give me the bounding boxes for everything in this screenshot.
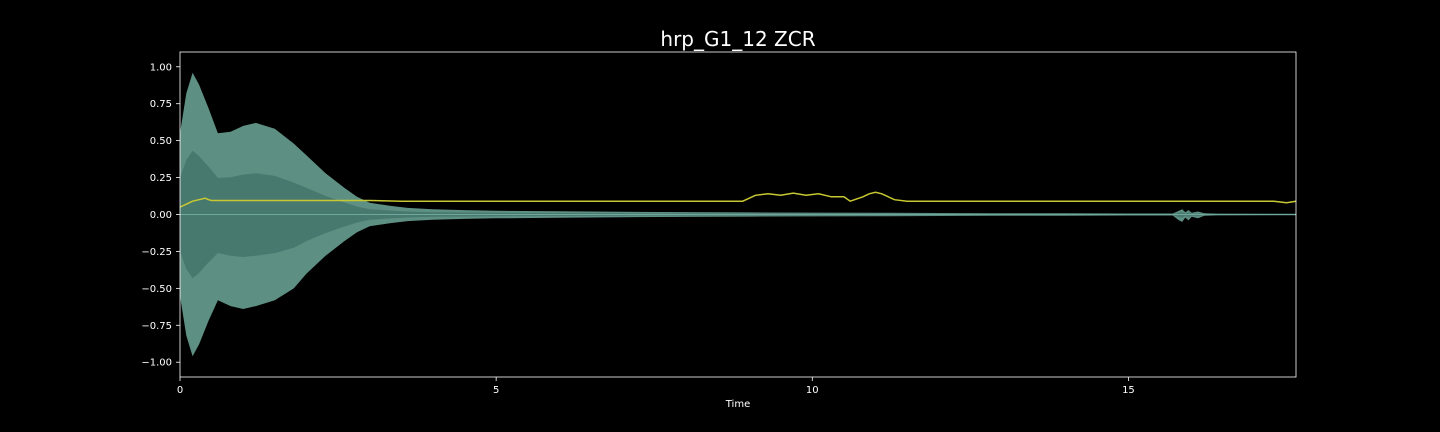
- x-tick-label: 15: [1122, 385, 1135, 396]
- zcr-line: [179, 191, 1297, 208]
- y-tick-label: 1.00: [150, 62, 172, 73]
- y-axis: 1.00 0.75 0.50 0.25 0.00 −0.25 −0.50 −0.75 −1.00: [141, 62, 180, 369]
- y-tick-label: −1.00: [141, 358, 172, 369]
- x-axis: 0 5 10 15: [177, 377, 1135, 396]
- x-tick-label: 5: [493, 385, 499, 396]
- x-tick-label: 10: [806, 385, 819, 396]
- y-tick-label: −0.50: [141, 284, 172, 295]
- chart-title: hrp_G1_12 ZCR: [660, 27, 815, 51]
- y-tick-label: 0.50: [150, 136, 172, 147]
- x-tick-label: 0: [177, 385, 183, 396]
- plot-area: [179, 72, 1297, 357]
- x-axis-label: Time: [725, 399, 750, 410]
- y-tick-label: −0.25: [141, 247, 172, 258]
- y-tick-label: −0.75: [141, 321, 172, 332]
- y-tick-label: 0.00: [150, 210, 172, 221]
- y-tick-label: 0.75: [150, 99, 172, 110]
- y-tick-label: 0.25: [150, 173, 172, 184]
